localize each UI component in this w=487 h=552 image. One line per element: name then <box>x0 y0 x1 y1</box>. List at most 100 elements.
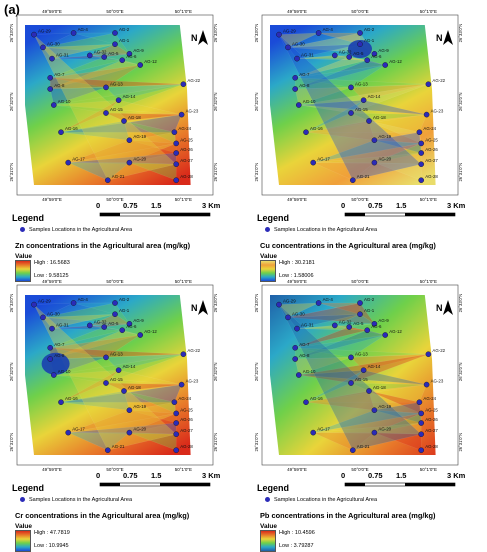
latitude-label: 26°33'0"N <box>458 24 463 43</box>
sample-point <box>112 300 118 306</box>
scale-tick-label: 0.75 <box>368 201 383 210</box>
sample-label: AG-22 <box>187 348 200 353</box>
scale-tick-label: 3 Km <box>447 201 466 210</box>
sample-point <box>103 84 109 91</box>
latitude-label: 26°32'0"N <box>213 362 218 381</box>
sample-label: AG-31 <box>56 53 69 58</box>
sample-label: AG-21 <box>112 174 125 179</box>
sample-point <box>31 31 37 38</box>
sample-point <box>31 301 37 308</box>
sample-label: AG-14 <box>368 364 381 369</box>
sample-point <box>285 314 291 321</box>
sample-label: AG-9 <box>378 318 389 323</box>
sample-point <box>346 54 352 60</box>
sample-label: AG-9 <box>133 318 144 323</box>
sample-label: AG-26 <box>425 147 438 152</box>
latitude-label: 26°31'0"N <box>9 433 14 452</box>
sample-point <box>121 388 127 394</box>
sample-label: AG-32 <box>94 49 107 54</box>
sample-point <box>173 447 179 453</box>
sample-label: AG-23 <box>186 109 199 114</box>
sample-point <box>103 110 109 116</box>
sample-label: AG-25 <box>180 137 193 142</box>
sample-point <box>101 324 107 330</box>
sample-point <box>173 431 179 437</box>
latitude-label: 26°32'0"N <box>213 92 218 111</box>
sample-label: AG-13 <box>110 81 123 86</box>
north-label: N <box>191 303 198 313</box>
north-arrow-icon <box>443 30 453 45</box>
sample-point <box>178 111 185 118</box>
sample-point <box>423 111 430 118</box>
ramp-high-label: High : 16.5683 <box>34 260 70 266</box>
cu-map-panel: 49°59'0"E 49°59'0"E 50°0'0"E 50°0'0"E 50°1'0… <box>245 5 485 282</box>
sample-point <box>119 327 125 334</box>
latitude-label: 26°33'0"N <box>254 294 259 313</box>
sample-label: AG-2 <box>364 27 375 32</box>
sample-label: AG-22 <box>432 78 445 83</box>
sample-label: AG-1 <box>364 308 375 313</box>
sample-point <box>47 345 54 351</box>
sample-point <box>348 354 354 361</box>
sample-point <box>115 97 122 103</box>
sample-label: AG-28 <box>180 174 193 179</box>
sample-point <box>360 97 367 103</box>
longitude-label: 49°59'0"E <box>287 9 307 14</box>
color-ramp <box>260 260 276 282</box>
scale-tick-label: 0.75 <box>123 471 138 480</box>
sample-label: AG-4 <box>78 297 89 302</box>
sample-point <box>382 62 388 68</box>
sample-point <box>296 372 302 378</box>
sample-label: AG-27 <box>180 158 193 163</box>
sample-label: AG-7 <box>54 342 65 347</box>
north-label: N <box>436 33 443 43</box>
color-ramp <box>260 530 276 552</box>
sample-label: AG-31 <box>301 53 314 58</box>
sample-label: AG-29 <box>283 299 296 304</box>
samples-legend: Samples Locations in the Agricultural Ar… <box>20 227 132 233</box>
latitude-label: 26°32'0"N <box>458 92 463 111</box>
sample-label: AG-10 <box>303 369 316 374</box>
sample-label: AG-26 <box>180 417 193 422</box>
sample-point <box>276 301 282 308</box>
sample-point <box>371 407 378 413</box>
ramp-low-label: Low : 1.58006 <box>279 273 314 279</box>
sample-point <box>371 159 378 166</box>
longitude-label: 50°0'0"E <box>106 467 123 472</box>
sample-point <box>418 150 424 156</box>
sample-point <box>294 55 300 62</box>
latitude-label: 26°33'0"N <box>254 24 259 43</box>
value-label: Value <box>260 523 277 530</box>
sample-label: AG-12 <box>389 59 402 64</box>
sample-point <box>416 129 423 135</box>
longitude-label: 49°59'0"E <box>287 279 307 284</box>
cr-map-panel: 49°59'0"E 49°59'0"E 50°0'0"E 50°0'0"E 50°1'0… <box>0 275 240 552</box>
ramp-high-label: High : 10.4596 <box>279 530 315 536</box>
longitude-label: 50°1'0"E <box>175 197 192 202</box>
sample-point <box>126 137 133 143</box>
ramp-high-label: High : 30.2181 <box>279 260 315 266</box>
sample-label: AG-32 <box>339 49 352 54</box>
sample-point <box>173 410 179 417</box>
sample-label: AG-8 <box>299 353 310 358</box>
sample-label: AG-8 <box>299 83 310 88</box>
latitude-label: 26°32'0"N <box>458 362 463 381</box>
sample-point <box>294 325 300 332</box>
sample-label: AG-24 <box>178 396 191 401</box>
sample-point <box>101 54 107 60</box>
sample-point <box>418 140 424 147</box>
scale-tick-label: 1.5 <box>151 201 162 210</box>
sample-label: AG-31 <box>56 323 69 328</box>
sample-point <box>103 354 109 361</box>
sample-label: AG-5 <box>108 321 119 326</box>
sample-label: AG-17 <box>72 157 85 162</box>
zn-concentration-title: Zn concentrations in the Agricultural ar… <box>15 241 191 250</box>
samples-legend-label: Samples Locations in the Agricultural Ar… <box>274 227 378 233</box>
sample-point <box>348 380 354 386</box>
sample-label: AG-25 <box>425 407 438 412</box>
sample-label: AG-18 <box>128 385 141 390</box>
sample-label: AG-27 <box>425 428 438 433</box>
sample-label: AG-24 <box>178 126 191 131</box>
sample-point <box>416 399 423 405</box>
latitude-label: 26°33'0"N <box>9 294 14 313</box>
